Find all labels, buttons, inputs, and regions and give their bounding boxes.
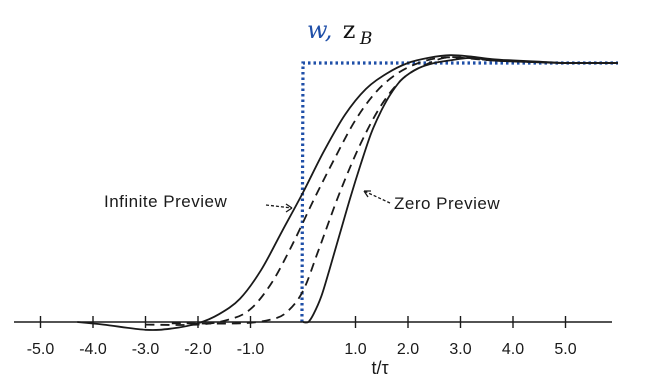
x-tick-label: -1.0 bbox=[237, 341, 265, 358]
series-solid-4 bbox=[302, 56, 619, 324]
y-axis-label: w, z B bbox=[307, 16, 372, 49]
x-axis-label: t/τ bbox=[371, 358, 388, 378]
y-label-w: w, bbox=[307, 16, 332, 44]
x-tick-label: 2.0 bbox=[397, 341, 419, 358]
response-curves bbox=[77, 54, 619, 331]
annotation-zero-preview-arrowhead bbox=[363, 190, 371, 198]
series-dashed-3 bbox=[171, 56, 619, 325]
x-tick-label: -4.0 bbox=[79, 341, 107, 358]
y-label-subscript: B bbox=[359, 29, 373, 49]
x-tick-label: -2.0 bbox=[184, 341, 212, 358]
x-tick-label: 5.0 bbox=[554, 341, 576, 358]
annotation-infinite-preview: Infinite Preview bbox=[104, 192, 227, 211]
x-tick-label: 3.0 bbox=[449, 341, 471, 358]
annotation-infinite-preview-arrowhead bbox=[285, 203, 293, 213]
annotation-infinite-preview-leader bbox=[265, 204, 293, 209]
x-ticks: -5.0 -4.0 -3.0 -2.0 -1.0 1.0 2.0 3.0 4.0 5.0 bbox=[27, 316, 577, 358]
y-label-z: z bbox=[343, 16, 356, 44]
x-tick-label: -3.0 bbox=[132, 341, 160, 358]
x-tick-label: 1.0 bbox=[344, 341, 366, 358]
x-tick-label: 4.0 bbox=[502, 341, 524, 358]
annotation-zero-preview: Zero Preview bbox=[394, 194, 500, 213]
series-command-step bbox=[300, 61, 618, 323]
x-tick-label: -5.0 bbox=[27, 341, 55, 358]
